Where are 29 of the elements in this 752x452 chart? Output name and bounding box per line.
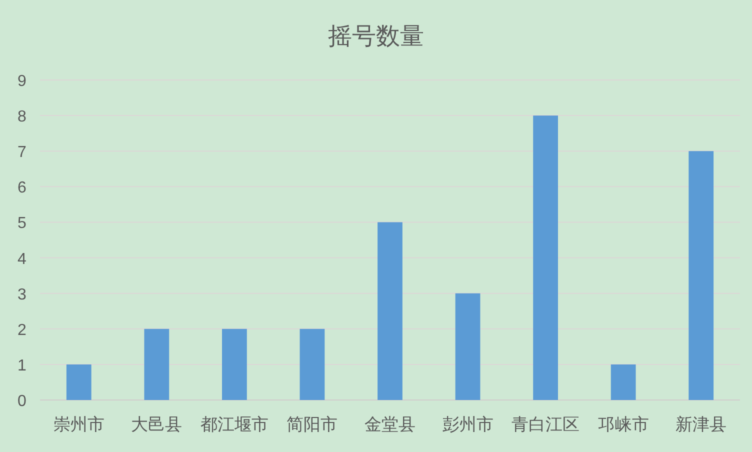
x-tick-label: 青白江区 [512,415,580,434]
x-tick-label: 金堂县 [364,415,416,434]
y-tick-label: 2 [18,322,27,339]
x-tick-label: 崇州市 [53,415,104,434]
bar [610,364,636,400]
y-tick-label: 7 [18,144,27,162]
y-tick-label: 3 [18,286,27,304]
bar [378,222,402,400]
y-tick-label: 6 [18,180,27,197]
y-tick-label: 4 [18,250,27,268]
bar [533,116,558,400]
bar [688,151,714,400]
bar [300,328,325,400]
bar [144,328,170,400]
bar [222,328,247,400]
x-tick-label: 邛崃市 [598,415,649,434]
bar [66,364,92,400]
x-tick-label: 都江堰市 [200,415,268,434]
y-tick-label: 5 [18,215,27,232]
y-tick-label: 8 [18,108,27,126]
x-tick-label: 新津县 [676,415,727,434]
bar [455,293,480,400]
chart-title: 摇号数量 [328,23,424,50]
y-tick-label: 1 [18,357,27,374]
y-tick-label: 0 [18,393,27,410]
y-tick-label: 9 [18,73,27,90]
x-tick-label: 简阳市 [286,415,338,434]
x-tick-label: 大邑县 [131,415,182,434]
x-tick-label: 彭州市 [442,415,494,434]
